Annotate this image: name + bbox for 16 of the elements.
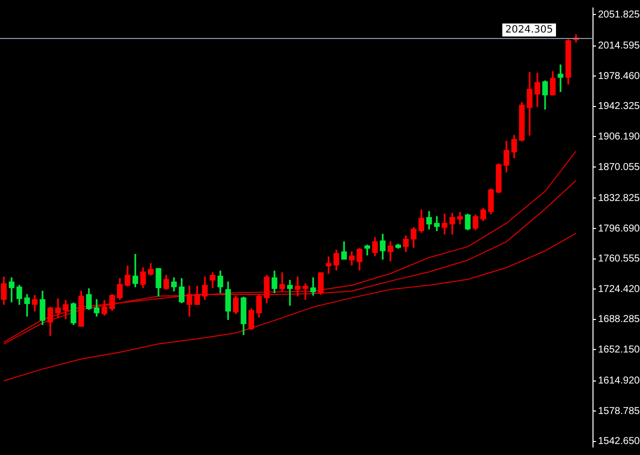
y-tick-label: 1724.420 [598,284,640,295]
y-tick-label: 1688.285 [598,314,640,326]
y-tick-label: 1906.190 [598,131,640,142]
y-tick-label: 1942.325 [598,101,640,112]
y-tick-label: 1832.825 [598,192,640,204]
ref-line-label: 2024.305 [505,24,553,36]
y-tick-label: 2051.825 [598,9,640,20]
y-tick-label: 1978.460 [598,70,640,82]
y-tick-label: 2014.595 [598,40,640,52]
y-tick-label: 1578.785 [598,406,640,417]
y-tick-label: 1542.650 [598,436,640,448]
y-tick-label: 1614.920 [598,376,640,387]
y-tick-label: 1870.055 [598,162,640,173]
y-tick-label: 1760.555 [598,254,640,265]
y-tick-label: 1796.690 [598,223,640,234]
y-tick-label: 1652.150 [598,344,640,356]
